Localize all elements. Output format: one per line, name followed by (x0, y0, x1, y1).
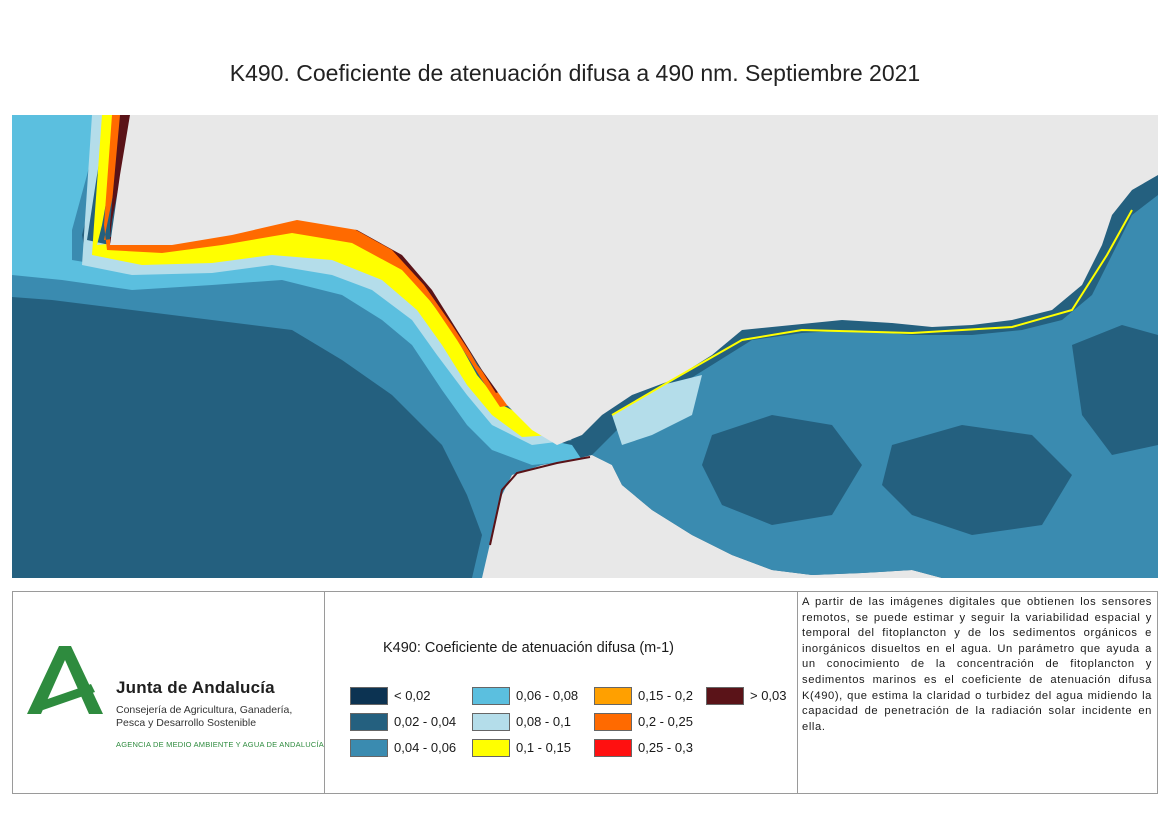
legend-item: < 0,02 (350, 686, 431, 705)
legend-label: 0,1 - 0,15 (516, 740, 571, 755)
legend-swatch (594, 712, 632, 731)
legend-item: 0,15 - 0,2 (594, 686, 693, 705)
atlantic-nearshore-band (82, 115, 572, 445)
mediterranean-patch-deep-2 (882, 425, 1072, 535)
logo-agency: AGENCIA DE MEDIO AMBIENTE Y AGUA DE ANDA… (116, 740, 324, 749)
legend-item: 0,08 - 0,1 (472, 712, 571, 731)
legend-label: 0,25 - 0,3 (638, 740, 693, 755)
legend-swatch (472, 738, 510, 757)
legend-item: 0,06 - 0,08 (472, 686, 578, 705)
africa-coast-strip (489, 456, 591, 546)
atlantic-coastal-band (12, 115, 582, 465)
land-iberia (110, 115, 1158, 445)
divider-right (797, 592, 798, 793)
legend-label: 0,04 - 0,06 (394, 740, 457, 755)
legend-label: 0,15 - 0,2 (638, 688, 693, 703)
atlantic-shelf-band (12, 115, 612, 578)
legend-item: 0,25 - 0,3 (594, 738, 693, 757)
land-africa (482, 455, 942, 578)
description-text: A partir de las imágenes digitales que o… (802, 596, 1152, 733)
legend-label: 0,2 - 0,25 (638, 714, 693, 729)
legend-item: 0,04 - 0,06 (350, 738, 456, 757)
legend-swatch (472, 712, 510, 731)
legend-label: > 0,03 (750, 688, 787, 703)
legend-item: 0,2 - 0,25 (594, 712, 693, 731)
legend-label: 0,02 - 0,04 (394, 714, 457, 729)
med-coast-strip (611, 209, 1133, 416)
mediterranean-patch-deep-1 (702, 415, 862, 525)
logo-subtitle-line2: Pesca y Desarrollo Sostenible (116, 717, 257, 729)
legend-swatch (350, 738, 388, 757)
legend-label: 0,06 - 0,08 (516, 688, 579, 703)
legend-label: 0,08 - 0,1 (516, 714, 571, 729)
legend-panel: Junta de Andalucía Consejería de Agricul… (12, 591, 1158, 794)
legend-swatch (350, 712, 388, 731)
legend-item: 0,02 - 0,04 (350, 712, 456, 731)
logo-subtitle-line1: Consejería de Agricultura, Ganadería, (116, 704, 293, 716)
mediterranean-patch-deep-3 (1072, 325, 1158, 455)
k490-map (12, 115, 1158, 578)
logo-subtitle: Consejería de Agricultura, Ganadería, Pe… (116, 704, 292, 730)
legend-swatch (594, 686, 632, 705)
legend-item: > 0,03 (706, 686, 787, 705)
legend-label: < 0,02 (394, 688, 431, 703)
map-title: K490. Coeficiente de atenuación difusa a… (229, 60, 921, 86)
junta-andalucia-logo: Junta de Andalucía Consejería de Agricul… (13, 592, 324, 793)
legend-swatch (706, 686, 744, 705)
legend-swatch (350, 686, 388, 705)
legend-title: K490: Coeficiente de atenuación difusa (… (383, 640, 674, 656)
legend-item: 0,1 - 0,15 (472, 738, 571, 757)
legend-swatch (472, 686, 510, 705)
legend-swatch (594, 738, 632, 757)
logo-name: Junta de Andalucía (116, 678, 275, 697)
divider-left (324, 592, 325, 793)
alboran-shelf-light (612, 375, 702, 445)
andalucia-logo-icon (27, 646, 103, 714)
